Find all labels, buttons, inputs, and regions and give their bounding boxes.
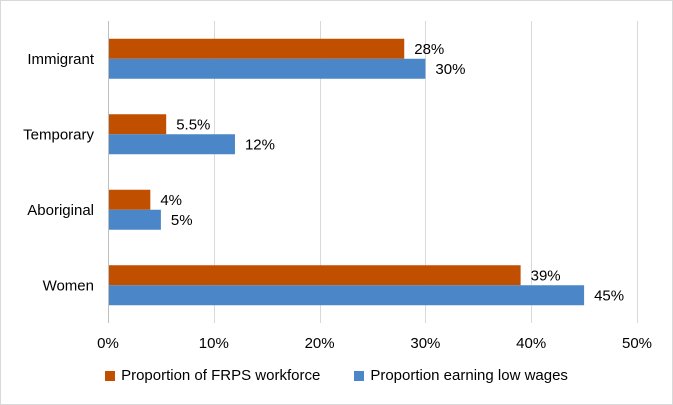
bar-immigrant-series-1 <box>108 58 426 79</box>
bar-aboriginal-series-1 <box>108 209 161 230</box>
x-tick-label-1: 10% <box>199 335 229 352</box>
x-tick-label-5: 50% <box>622 335 652 352</box>
bar-temporary-series-0 <box>108 114 167 135</box>
category-label-aboriginal: Aboriginal <box>27 202 94 219</box>
legend: Proportion of FRPS workforce Proportion … <box>1 367 672 384</box>
legend-swatch-low-wages <box>354 370 365 381</box>
legend-label-frps-workforce: Proportion of FRPS workforce <box>121 367 321 384</box>
legend-swatch-frps-workforce <box>105 370 116 381</box>
x-tick-label-3: 30% <box>410 335 440 352</box>
bar-temporary-series-1 <box>108 134 235 155</box>
data-label-immigrant-series-1: 30% <box>435 61 465 78</box>
data-label-aboriginal-series-0: 4% <box>160 192 182 209</box>
x-tick-label-0: 0% <box>97 335 119 352</box>
bar-aboriginal-series-0 <box>108 189 151 210</box>
legend-label-low-wages: Proportion earning low wages <box>370 367 568 384</box>
x-tick-label-2: 20% <box>305 335 335 352</box>
bar-women-series-1 <box>108 285 585 306</box>
data-label-aboriginal-series-1: 5% <box>171 212 193 229</box>
category-label-women: Women <box>43 277 94 294</box>
data-label-immigrant-series-0: 28% <box>414 41 444 58</box>
bar-women-series-0 <box>108 265 521 286</box>
data-label-women-series-0: 39% <box>531 267 561 284</box>
data-label-temporary-series-1: 12% <box>245 136 275 153</box>
legend-item-frps-workforce: Proportion of FRPS workforce <box>105 367 320 384</box>
legend-item-low-wages: Proportion earning low wages <box>354 367 568 384</box>
data-label-women-series-1: 45% <box>594 287 624 304</box>
x-tick-label-4: 40% <box>516 335 546 352</box>
category-label-immigrant: Immigrant <box>27 51 95 68</box>
category-label-temporary: Temporary <box>23 126 94 143</box>
bar-immigrant-series-0 <box>108 38 405 59</box>
data-label-temporary-series-0: 5.5% <box>176 116 210 133</box>
